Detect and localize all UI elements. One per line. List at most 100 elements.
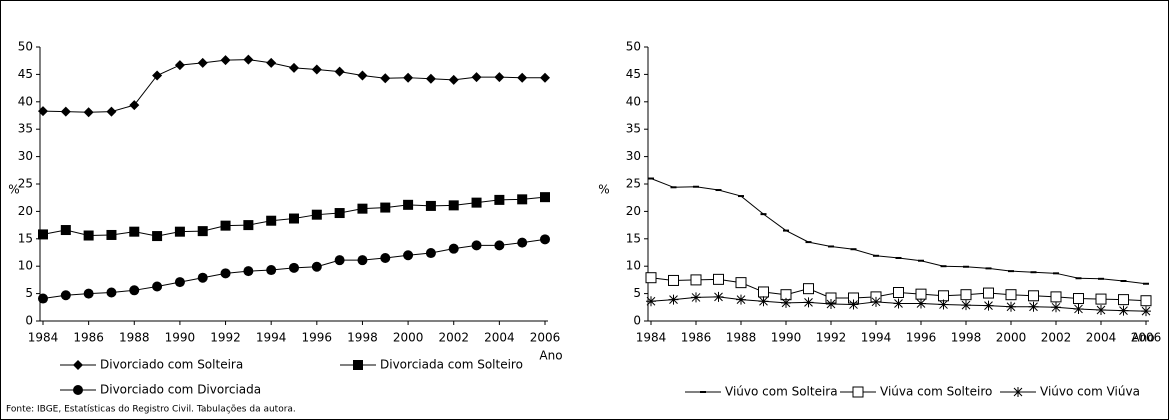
x-tick-label: 1994: [861, 331, 892, 345]
y-axis-label: %: [598, 183, 609, 197]
x-tick-label: 1996: [906, 331, 937, 345]
marker: [448, 200, 459, 211]
y-tick-label: 25: [18, 177, 33, 191]
marker: [243, 54, 254, 65]
marker: [174, 226, 185, 237]
marker: [243, 266, 254, 277]
marker: [938, 290, 949, 302]
marker: [1073, 303, 1084, 314]
marker: [106, 106, 117, 117]
x-tick-label: 1992: [210, 331, 241, 345]
x-tick-label: 1994: [256, 331, 287, 345]
legend-label: Divorciado com Solteira: [100, 358, 243, 372]
y-tick-label: 30: [18, 149, 33, 163]
marker: [38, 229, 48, 240]
marker: [893, 287, 904, 299]
legend-marker: [73, 385, 83, 395]
x-tick-label: 2000: [996, 331, 1027, 345]
marker: [289, 62, 299, 73]
y-tick-label: 20: [18, 204, 33, 218]
marker: [357, 70, 368, 81]
marker: [1141, 306, 1151, 317]
marker: [311, 209, 322, 220]
marker: [334, 255, 345, 266]
marker: [1073, 293, 1084, 305]
x-tick-label: 2004: [484, 331, 515, 345]
y-tick-label: 50: [18, 40, 33, 54]
marker: [494, 194, 505, 205]
marker: [848, 299, 859, 310]
x-tick-label: 1990: [771, 331, 802, 345]
x-axis-label: Ano: [539, 349, 562, 363]
marker: [380, 252, 391, 263]
x-axis-label: Ano: [1131, 331, 1154, 345]
marker: [645, 272, 657, 284]
x-tick-label: 1984: [636, 331, 667, 345]
marker: [803, 283, 814, 295]
marker: [781, 297, 791, 308]
x-tick-label: 1986: [681, 331, 712, 345]
marker: [357, 203, 368, 214]
marker: [289, 262, 299, 273]
marker: [380, 73, 391, 84]
x-tick-label: 1984: [28, 331, 59, 345]
marker: [983, 300, 994, 311]
y-tick-label: 10: [18, 259, 33, 273]
marker: [38, 293, 48, 304]
legend-marker: [1013, 387, 1023, 397]
marker: [448, 243, 459, 254]
marker: [425, 200, 436, 211]
legend-marker: [852, 386, 864, 398]
marker: [915, 288, 927, 300]
marker: [938, 299, 949, 310]
y-tick-label: 15: [18, 231, 33, 245]
marker: [83, 230, 94, 241]
marker: [152, 281, 163, 292]
y-tick-label: 20: [626, 204, 641, 218]
marker: [220, 220, 231, 231]
marker: [646, 296, 656, 307]
y-tick-label: 5: [633, 286, 641, 300]
marker: [380, 202, 391, 213]
marker: [517, 237, 528, 248]
marker: [357, 255, 368, 266]
marker: [403, 199, 414, 210]
legend-label: Divorciada com Solteiro: [380, 358, 523, 372]
legend-label: Divorciado com Divorciada: [100, 383, 261, 397]
marker: [916, 298, 926, 309]
marker: [540, 234, 550, 245]
marker: [425, 73, 436, 84]
x-tick-label: 1990: [165, 331, 196, 345]
marker: [1005, 289, 1017, 301]
marker: [425, 248, 436, 259]
marker: [713, 291, 724, 302]
marker: [266, 215, 277, 226]
marker: [893, 298, 904, 309]
marker: [448, 74, 459, 85]
y-tick-label: 10: [626, 259, 641, 273]
marker: [983, 287, 994, 299]
y-tick-label: 5: [25, 286, 33, 300]
marker: [152, 70, 163, 81]
marker: [83, 288, 94, 299]
marker: [60, 106, 71, 117]
legend-label: Viúva com Solteiro: [880, 385, 992, 399]
marker: [540, 72, 550, 83]
source-note: Fonte: IBGE, Estatísticas do Registro Ci…: [6, 405, 296, 415]
marker: [471, 72, 482, 83]
marker: [961, 300, 971, 311]
x-tick-label: 1988: [726, 331, 757, 345]
marker: [494, 72, 505, 83]
y-tick-label: 30: [626, 149, 641, 163]
marker: [334, 66, 345, 77]
x-tick-label: 2000: [393, 331, 424, 345]
marker: [403, 250, 414, 261]
marker: [1028, 290, 1039, 302]
marker: [1050, 291, 1062, 303]
marker: [129, 226, 140, 237]
y-tick-label: 45: [18, 67, 33, 81]
y-tick-label: 35: [626, 122, 641, 136]
marker: [243, 220, 254, 231]
